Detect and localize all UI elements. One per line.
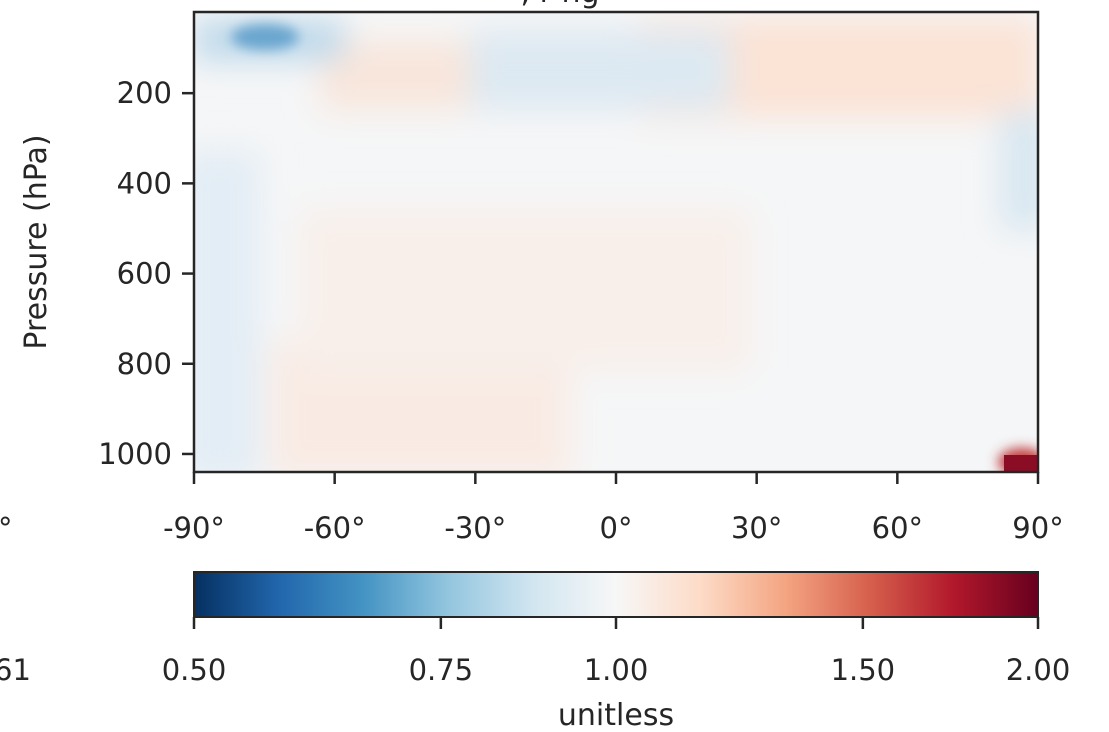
y-axis: 200 400 600 800 1000 xyxy=(98,76,194,471)
field-high-upper-south xyxy=(320,40,480,110)
x-axis: -90° -60° -30° 0° 30° 60° 90° xyxy=(163,472,1064,545)
colorbar-tick-label: 0.75 xyxy=(409,653,474,687)
field-strong-low xyxy=(231,24,299,50)
x-tick-label: 30° xyxy=(731,511,782,545)
field-strong-high-core xyxy=(1004,455,1038,472)
colorbar-tick-label: 1.00 xyxy=(584,653,649,687)
colorbar-tick-label: 0.50 xyxy=(162,653,227,687)
y-tick-label: 600 xyxy=(117,257,172,291)
x-tick-label: -60° xyxy=(304,511,366,545)
x-tick-label: -90° xyxy=(163,511,225,545)
heatmap-field-blurred xyxy=(194,18,1038,472)
field-low-lower-left xyxy=(194,150,260,472)
y-tick-label: 400 xyxy=(117,166,172,200)
colorbar-tick-label: 2.00 xyxy=(1006,653,1071,687)
colorbar-tick-label: 1.50 xyxy=(831,653,896,687)
colorbar xyxy=(193,571,1039,618)
field-low-upper-mid xyxy=(470,30,730,110)
x-tick-label: 90° xyxy=(1012,511,1063,545)
neighbor-colorbar-tick-fragment: 61 xyxy=(0,653,31,687)
colorbar-ticks: 0.50 0.75 1.00 1.50 2.00 xyxy=(162,617,1071,687)
y-tick-label: 1000 xyxy=(98,437,172,471)
heatmap-plot-area xyxy=(194,12,1038,472)
x-tick-label: -30° xyxy=(444,511,506,545)
y-tick-label: 200 xyxy=(117,76,172,110)
colorbar-label: unitless xyxy=(558,698,674,732)
y-axis-label: Pressure (hPa) xyxy=(19,134,54,349)
chart-title-fragment: , r ng xyxy=(521,0,600,10)
neighbor-x-tick-fragment: ° xyxy=(0,511,13,545)
y-tick-label: 800 xyxy=(117,347,172,381)
field-high-mid xyxy=(300,210,750,370)
field-low-right-edge xyxy=(1000,110,1038,230)
x-tick-label: 0° xyxy=(600,511,633,545)
x-tick-label: 60° xyxy=(872,511,923,545)
